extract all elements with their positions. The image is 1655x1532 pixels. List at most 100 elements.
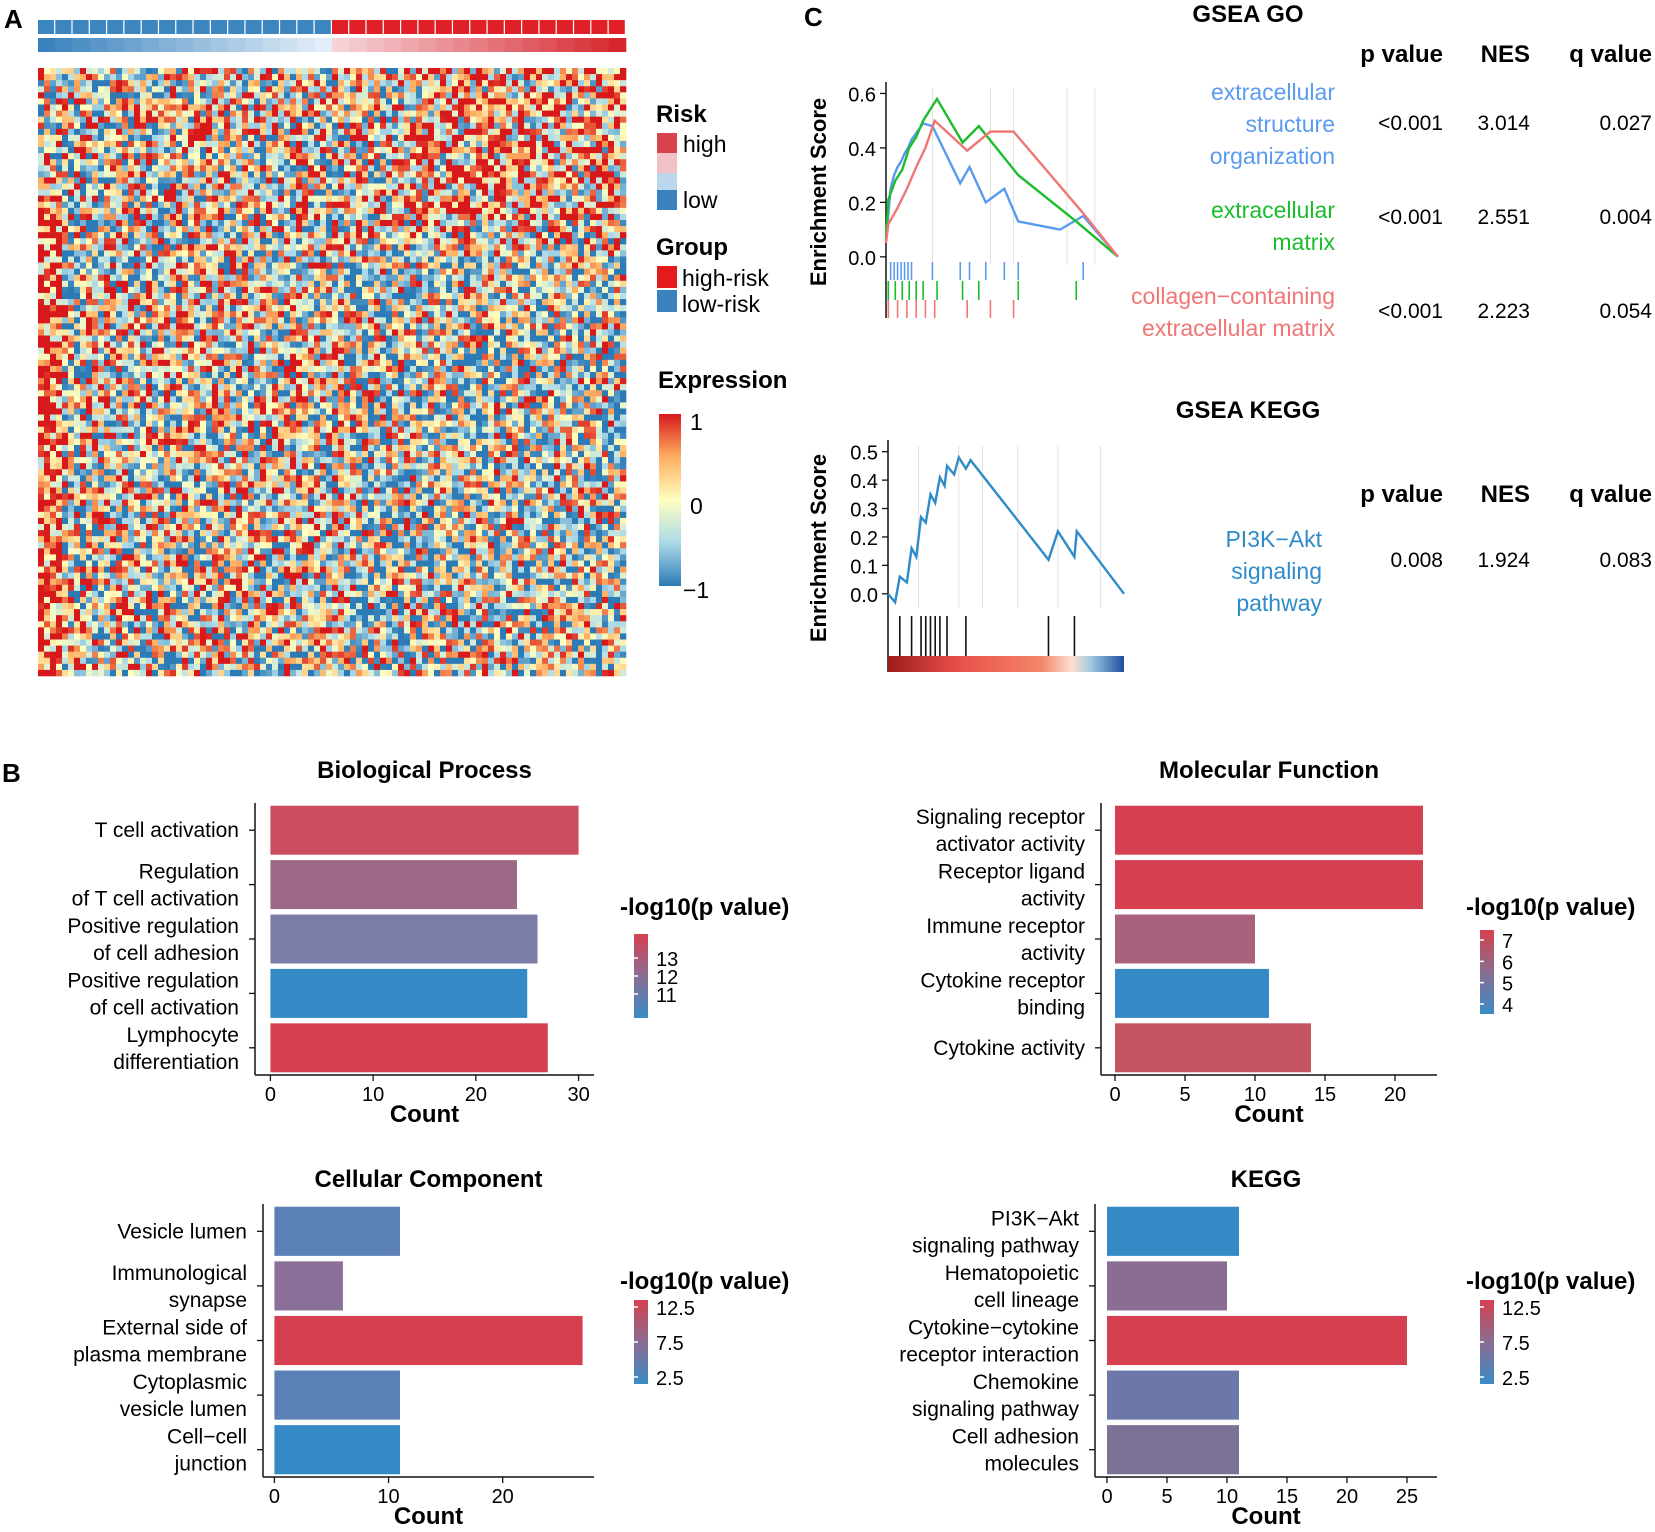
heatmap-cell: [464, 274, 471, 282]
heatmap-cell: [362, 86, 369, 93]
heatmap-cell: [104, 317, 111, 324]
heatmap-cell: [368, 183, 375, 190]
heatmap-cell: [536, 159, 543, 166]
heatmap-cell: [74, 305, 81, 312]
heatmap-cell: [74, 189, 81, 196]
heatmap-cell: [464, 153, 471, 160]
heatmap-cell: [218, 232, 225, 239]
heatmap-cell: [206, 268, 213, 276]
heatmap-cell: [248, 153, 255, 160]
heatmap-cell: [182, 92, 189, 99]
heatmap-cell: [278, 220, 285, 227]
heatmap-cell: [134, 80, 141, 87]
heatmap-cell: [104, 201, 111, 209]
heatmap-cell: [476, 177, 483, 184]
heatmap-cell: [470, 159, 477, 166]
heatmap-cell: [398, 341, 405, 348]
risk-bar-cell: [55, 20, 72, 34]
heatmap-cell: [44, 250, 51, 257]
heatmap-cell: [122, 238, 129, 245]
heatmap-cell: [68, 110, 75, 117]
heatmap-cell: [230, 201, 237, 209]
heatmap-cell: [242, 280, 249, 288]
heatmap-cell: [314, 213, 321, 221]
heatmap-cell: [122, 140, 129, 148]
heatmap-cell: [326, 110, 333, 117]
heatmap-cell: [542, 232, 549, 239]
heatmap-cell: [206, 280, 213, 288]
heatmap-cell: [518, 134, 525, 142]
heatmap-cell: [452, 171, 459, 178]
heatmap-cell: [194, 311, 201, 318]
heatmap-cell: [320, 207, 327, 215]
heatmap-cell: [506, 317, 513, 324]
heatmap-cell: [344, 104, 351, 111]
heatmap-cell: [116, 341, 123, 348]
heatmap-cell: [488, 262, 495, 269]
heatmap-cell: [398, 359, 405, 367]
heatmap-cell: [122, 134, 129, 142]
heatmap-cell: [74, 323, 81, 330]
heatmap-cell: [446, 68, 453, 75]
heatmap-cell: [92, 183, 99, 190]
heatmap-cell: [332, 274, 339, 282]
heatmap-cell: [296, 238, 303, 245]
heatmap-cell: [74, 299, 81, 306]
heatmap-cell: [74, 74, 81, 81]
heatmap-cell: [560, 80, 567, 87]
heatmap-cell: [296, 68, 303, 75]
heatmap-cell: [86, 286, 93, 294]
heatmap-cell: [524, 80, 531, 87]
heatmap-cell: [56, 311, 63, 318]
heatmap-cell: [602, 165, 609, 172]
heatmap-cell: [212, 347, 219, 355]
heatmap-cell: [434, 86, 441, 93]
heatmap-cell: [260, 98, 267, 105]
heatmap-cell: [152, 171, 159, 178]
heatmap-cell: [92, 98, 99, 105]
heatmap-cell: [416, 262, 423, 269]
heatmap-cell: [350, 280, 357, 288]
heatmap-cell: [434, 323, 441, 330]
heatmap-cell: [596, 262, 603, 269]
heatmap-cell: [56, 74, 63, 81]
heatmap-cell: [614, 311, 621, 318]
heatmap-cell: [452, 329, 459, 336]
heatmap-cell: [506, 122, 513, 130]
heatmap-cell: [104, 207, 111, 215]
heatmap-cell: [380, 86, 387, 93]
heatmap-cell: [128, 74, 135, 81]
group-bar-cell: [228, 38, 246, 52]
heatmap-cell: [560, 365, 567, 373]
heatmap-cell: [494, 189, 501, 196]
heatmap-cell: [182, 232, 189, 239]
heatmap-cell: [164, 220, 171, 227]
heatmap-cell: [488, 80, 495, 87]
heatmap-cell: [260, 68, 267, 75]
heatmap-cell: [578, 153, 585, 160]
heatmap-cell: [152, 140, 159, 148]
heatmap-cell: [566, 140, 573, 148]
heatmap-cell: [620, 347, 627, 355]
heatmap-cell: [326, 220, 333, 227]
heatmap-cell: [392, 311, 399, 318]
heatmap-cell: [230, 128, 237, 136]
heatmap-cell: [338, 68, 345, 75]
heatmap-cell: [230, 153, 237, 160]
heatmap-cell: [422, 256, 429, 263]
heatmap-cell: [308, 201, 315, 209]
heatmap-cell: [350, 134, 357, 142]
heatmap-cell: [140, 134, 147, 142]
heatmap-cell: [320, 365, 327, 373]
heatmap-cell: [338, 232, 345, 239]
heatmap-cell: [374, 274, 381, 282]
heatmap-cell: [572, 207, 579, 215]
heatmap-cell: [260, 226, 267, 233]
heatmap-cell: [476, 213, 483, 221]
heatmap-cell: [602, 159, 609, 166]
heatmap-cell: [620, 341, 627, 348]
heatmap-cell: [314, 159, 321, 166]
heatmap-cell: [554, 274, 561, 282]
heatmap-cell: [506, 365, 513, 373]
heatmap-cell: [332, 153, 339, 160]
